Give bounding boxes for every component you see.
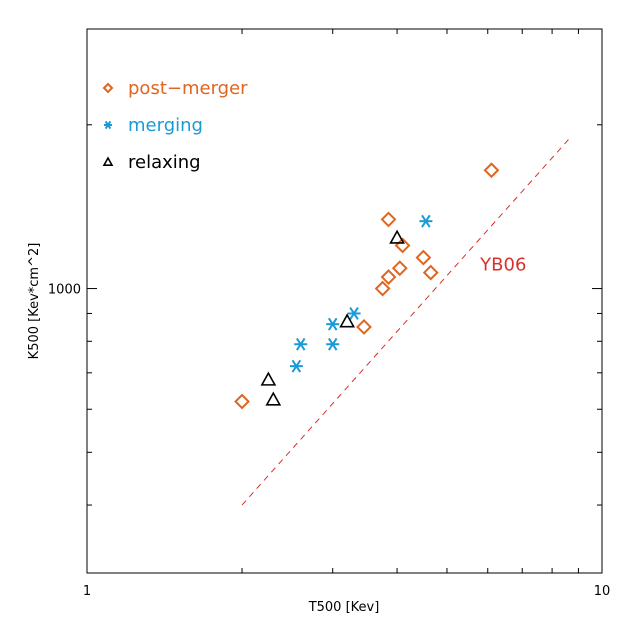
x-tick-label: 1 xyxy=(83,584,91,599)
diamond-marker xyxy=(380,269,397,285)
triangle-marker xyxy=(389,229,405,244)
legend-label: relaxing xyxy=(128,152,201,173)
triangle-marker xyxy=(339,313,356,328)
diamond-marker xyxy=(483,162,500,179)
asterisk-marker xyxy=(294,337,308,351)
legend-label: post−merger xyxy=(128,78,248,99)
data-points xyxy=(234,162,500,410)
diamond-marker xyxy=(234,393,250,410)
legend: post−merger merging relaxing xyxy=(102,78,248,173)
yb06-trend-line-group: YB06 xyxy=(241,136,572,506)
yb06-label: YB06 xyxy=(479,254,526,275)
triangle-marker xyxy=(260,371,277,386)
diamond-marker xyxy=(380,211,397,228)
x-tick-label: 10 xyxy=(594,584,611,599)
asterisk-marker xyxy=(347,307,361,320)
diamond-marker xyxy=(422,264,439,281)
asterisk-marker xyxy=(104,120,112,130)
asterisk-marker xyxy=(326,317,340,331)
triangle-marker xyxy=(102,156,114,166)
axis-ticks xyxy=(86,28,603,574)
diamond-marker xyxy=(374,280,391,297)
triangle-marker xyxy=(265,391,282,406)
y-tick-label: 1000 xyxy=(48,283,81,298)
diamond-marker xyxy=(391,260,408,277)
yb06-trend-line xyxy=(241,136,572,506)
diamond-marker xyxy=(102,82,114,94)
plot-frame xyxy=(86,28,603,574)
diamond-marker xyxy=(356,319,372,335)
y-axis-label: K500 [Kev*cm^2] xyxy=(27,243,42,360)
x-axis-label: T500 [Kev] xyxy=(308,600,380,615)
diamond-marker xyxy=(415,249,432,266)
asterisk-marker xyxy=(419,214,433,228)
asterisk-marker xyxy=(326,337,340,351)
asterisk-marker xyxy=(289,359,303,373)
legend-label: merging xyxy=(128,115,203,136)
axis-tick-labels: 1 10 1000 xyxy=(48,283,610,599)
